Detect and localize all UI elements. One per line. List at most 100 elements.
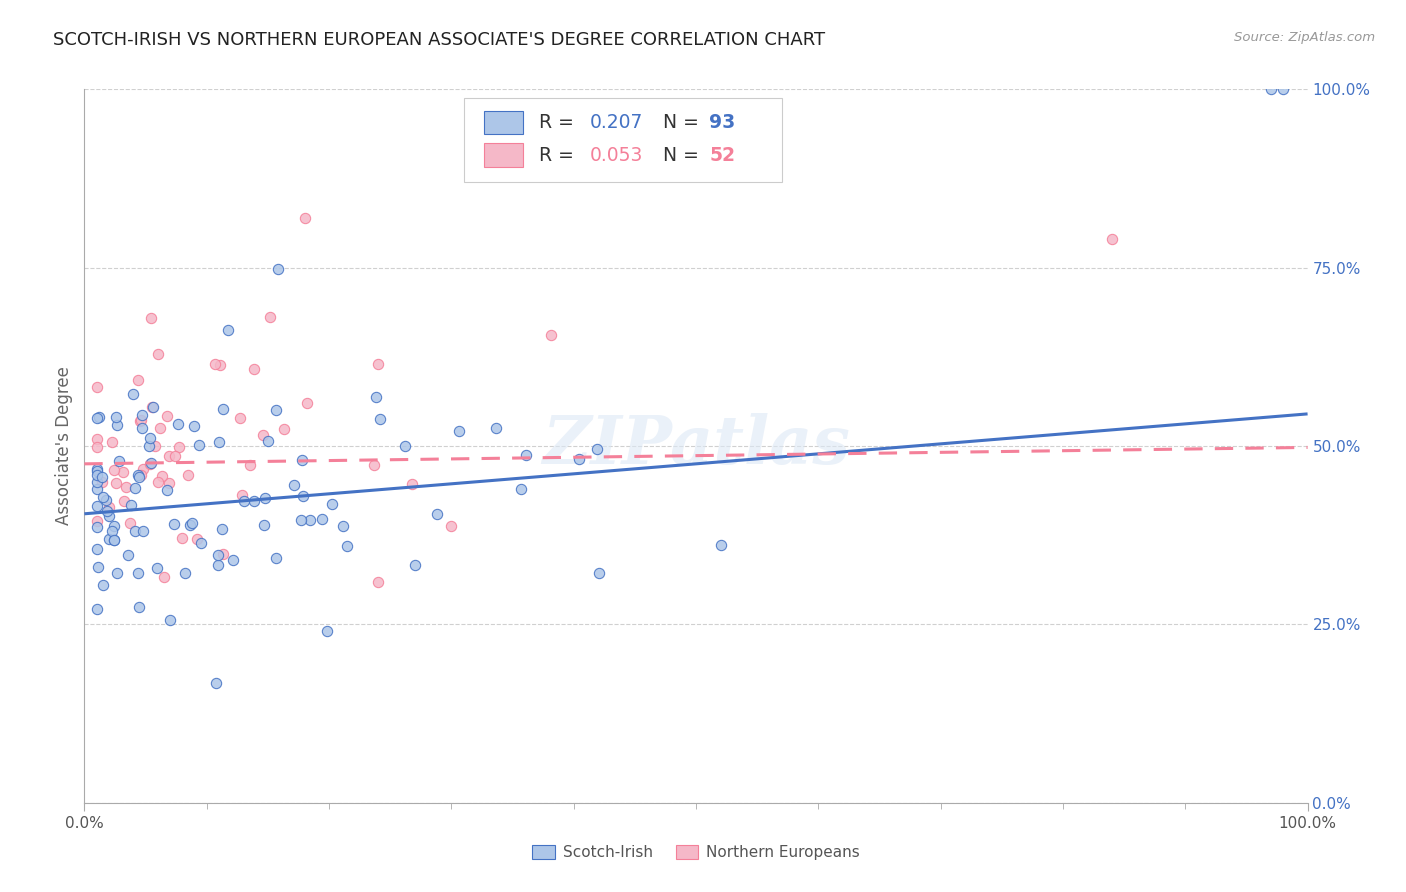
Point xyxy=(256,434,278,449)
Point xyxy=(142,400,165,414)
Point xyxy=(91,490,114,504)
Point xyxy=(129,413,152,427)
Point xyxy=(103,518,125,533)
Point xyxy=(190,536,212,550)
Point xyxy=(146,347,169,361)
Point xyxy=(105,417,128,432)
Point xyxy=(86,499,108,513)
Point xyxy=(156,409,179,423)
Point xyxy=(368,412,391,426)
Point xyxy=(231,488,253,502)
Point xyxy=(290,452,312,467)
Point xyxy=(242,494,264,508)
Point xyxy=(112,494,135,508)
Point xyxy=(179,517,201,532)
Point xyxy=(97,500,120,514)
Point xyxy=(211,522,233,536)
Point xyxy=(321,498,343,512)
Point xyxy=(266,403,288,417)
Point xyxy=(146,475,169,489)
Point xyxy=(138,439,160,453)
Point xyxy=(299,513,322,527)
Point xyxy=(177,468,200,483)
FancyBboxPatch shape xyxy=(464,98,782,182)
Point xyxy=(447,424,470,438)
Point xyxy=(159,613,181,627)
Point xyxy=(232,493,254,508)
Text: Source: ZipAtlas.com: Source: ZipAtlas.com xyxy=(1234,31,1375,45)
Point xyxy=(141,400,163,414)
Point xyxy=(143,439,166,453)
FancyBboxPatch shape xyxy=(484,111,523,134)
Point xyxy=(509,483,531,497)
Point xyxy=(103,533,125,547)
Point xyxy=(588,566,610,581)
Point xyxy=(568,451,591,466)
Point xyxy=(86,441,108,455)
Point xyxy=(132,462,155,476)
Point xyxy=(239,458,262,473)
Point xyxy=(207,558,229,573)
Point xyxy=(212,547,235,561)
Point xyxy=(129,414,152,428)
Point xyxy=(336,539,359,553)
Point xyxy=(273,422,295,436)
Point xyxy=(89,410,111,425)
Text: 52: 52 xyxy=(710,146,735,165)
Point xyxy=(93,578,115,592)
Point xyxy=(222,553,245,567)
Text: N =: N = xyxy=(664,112,704,131)
Point xyxy=(264,551,287,566)
Point xyxy=(91,469,114,483)
Point xyxy=(105,566,128,581)
Point xyxy=(253,518,276,533)
Point xyxy=(156,483,179,497)
Point xyxy=(540,327,562,342)
Point xyxy=(98,532,121,546)
Point xyxy=(98,508,121,523)
Point xyxy=(108,453,131,467)
Point xyxy=(586,442,609,456)
Point xyxy=(86,464,108,478)
Point xyxy=(128,599,150,614)
Point xyxy=(138,431,160,445)
Point xyxy=(208,434,231,449)
FancyBboxPatch shape xyxy=(484,144,523,167)
Point xyxy=(128,470,150,484)
Point xyxy=(103,533,125,548)
Point xyxy=(131,468,153,483)
Point xyxy=(127,468,149,483)
Point xyxy=(120,498,142,512)
Point xyxy=(186,532,208,546)
Point xyxy=(131,421,153,435)
Point xyxy=(440,519,463,533)
Point xyxy=(283,477,305,491)
Point xyxy=(86,514,108,528)
Point xyxy=(217,323,239,337)
Point xyxy=(120,516,142,530)
Point xyxy=(111,465,134,479)
Point xyxy=(86,475,108,489)
Point xyxy=(101,524,124,538)
Point xyxy=(127,566,149,581)
Text: 0.053: 0.053 xyxy=(589,146,643,165)
Point xyxy=(121,387,143,401)
Point xyxy=(208,359,231,373)
Point xyxy=(229,411,252,425)
Point xyxy=(367,357,389,371)
Point xyxy=(96,504,118,518)
Point xyxy=(117,548,139,562)
Point xyxy=(205,676,228,690)
Point xyxy=(243,362,266,376)
Legend: Scotch-Irish, Northern Europeans: Scotch-Irish, Northern Europeans xyxy=(526,839,866,866)
Point xyxy=(138,457,160,471)
Point xyxy=(167,417,190,431)
Text: R =: R = xyxy=(540,112,581,131)
Point xyxy=(127,373,149,387)
Point xyxy=(101,435,124,450)
Point xyxy=(1260,82,1282,96)
Point xyxy=(252,427,274,442)
Point xyxy=(131,408,153,422)
Point xyxy=(404,558,426,572)
Point xyxy=(96,493,118,508)
